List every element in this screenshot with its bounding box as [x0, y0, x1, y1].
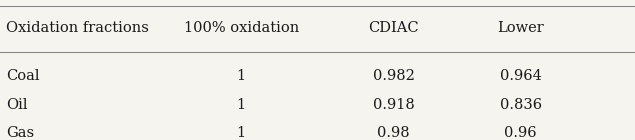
Text: Oil: Oil	[6, 98, 28, 112]
Text: 1: 1	[237, 69, 246, 83]
Text: 100% oxidation: 100% oxidation	[184, 21, 299, 35]
Text: 0.982: 0.982	[373, 69, 415, 83]
Text: 1: 1	[237, 98, 246, 112]
Text: Coal: Coal	[6, 69, 40, 83]
Text: 0.836: 0.836	[500, 98, 542, 112]
Text: CDIAC: CDIAC	[368, 21, 419, 35]
Text: 0.96: 0.96	[504, 126, 537, 140]
Text: Gas: Gas	[6, 126, 34, 140]
Text: 1: 1	[237, 126, 246, 140]
Text: Oxidation fractions: Oxidation fractions	[6, 21, 149, 35]
Text: 0.918: 0.918	[373, 98, 415, 112]
Text: 0.964: 0.964	[500, 69, 542, 83]
Text: Lower: Lower	[497, 21, 544, 35]
Text: 0.98: 0.98	[377, 126, 410, 140]
